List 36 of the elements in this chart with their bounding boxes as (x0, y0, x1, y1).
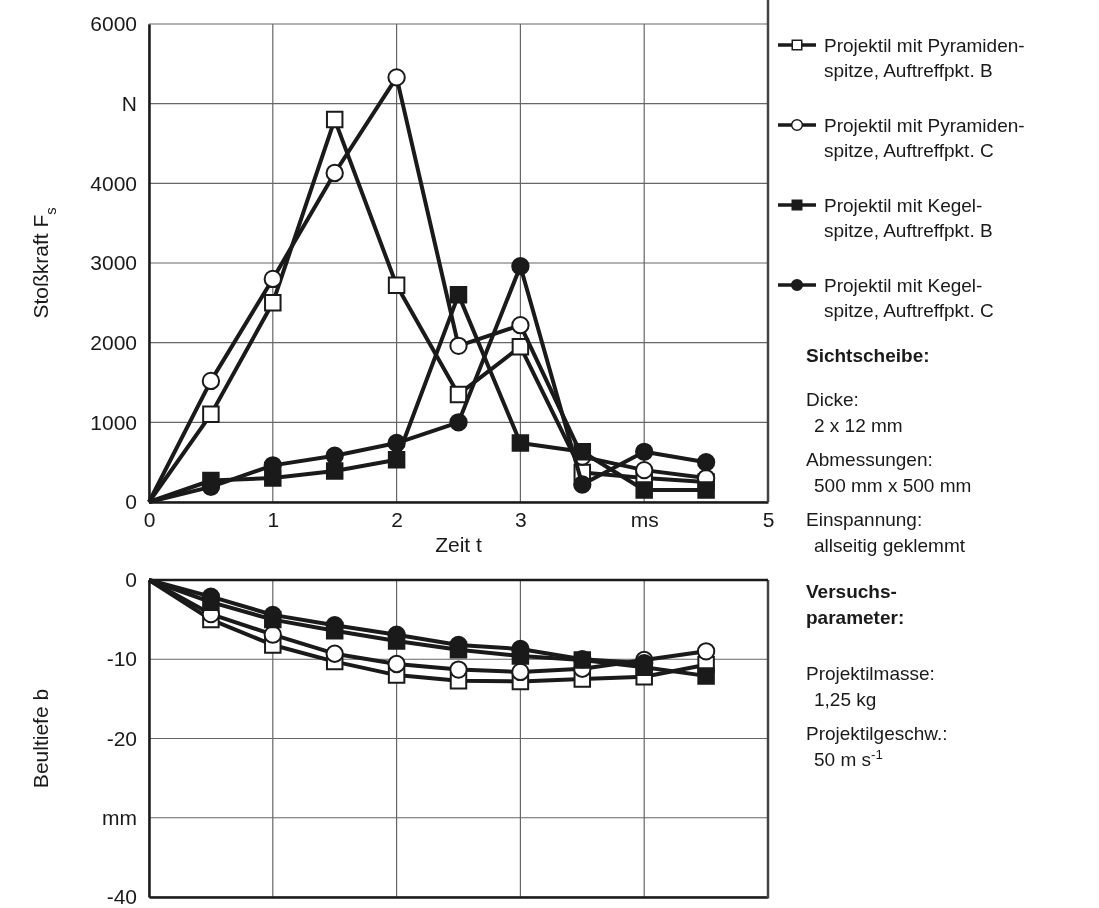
y-axis-title: Beultiefe b (29, 688, 52, 789)
legend-label: Projektil mit Pyramiden-spitze, Auftreffpkt. B (824, 35, 1025, 81)
x-tick-label: ms (630, 507, 659, 531)
text: Projektilgeschw.: (806, 723, 948, 744)
y-tick-label: 6000 (90, 12, 137, 36)
x-tick-label: 0 (143, 507, 156, 531)
y-tick-label: -40 (106, 885, 137, 908)
y-tick-label: -20 (106, 726, 137, 750)
x-tick-label: 1 (267, 507, 280, 531)
text: 50 m s$^{-1}$ (814, 746, 883, 770)
text: Dicke: (806, 389, 859, 410)
text: Projektilmasse: (806, 663, 935, 684)
y-tick-label: -10 (106, 647, 137, 671)
text: Sichtscheibe: (806, 345, 930, 366)
legend-label: Projektil mit Kegel-spitze, Auftreffpkt. C (824, 275, 994, 321)
text: 1,25 kg (814, 689, 877, 710)
y-tick-label: 1000 (90, 410, 137, 434)
text: 2 x 12 mm (814, 415, 903, 436)
legend-label: Projektil mit Pyramiden-spitze, Auftreffpkt. C (824, 115, 1025, 161)
x-tick-label: 2 (391, 507, 403, 531)
text: Abmessungen: (806, 449, 933, 470)
y-tick-label: 2000 (90, 330, 137, 354)
y-tick-label: 3000 (90, 251, 137, 275)
y-tick-label: 0 (125, 568, 137, 592)
x-axis-title: Zeit t (435, 533, 482, 556)
y-tick-label: mm (102, 805, 137, 829)
text: allseitig geklemmt (814, 535, 966, 556)
y-tick-label: N (121, 91, 137, 115)
y-tick-label: 4000 (90, 171, 137, 195)
text: 500 mm x 500 mm (814, 475, 972, 496)
y-tick-label: 0 (125, 490, 137, 514)
legend-label: Projektil mit Kegel-spitze, Auftreffpkt. B (824, 195, 993, 241)
text: Versuchs-parameter: (806, 581, 905, 628)
x-tick-label: 3 (515, 507, 527, 531)
text: Einspannung: (806, 509, 923, 530)
x-tick-label: 5 (762, 507, 775, 531)
